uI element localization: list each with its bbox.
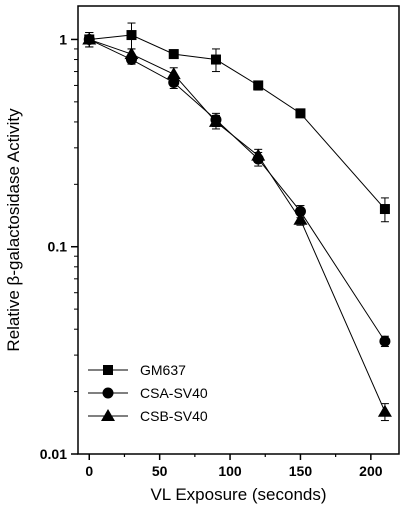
x-tick-label: 200 xyxy=(359,463,383,479)
data-point xyxy=(124,47,139,60)
data-point xyxy=(253,80,264,91)
data-point xyxy=(208,114,223,127)
plot-frame xyxy=(77,5,400,455)
series-triangle xyxy=(82,32,392,422)
x-tick-label: 50 xyxy=(152,463,168,479)
y-tick-label: 1 xyxy=(59,31,67,47)
data-point xyxy=(251,148,266,161)
data-point xyxy=(295,108,306,119)
y-tick-label: 0.01 xyxy=(40,446,67,462)
legend-label: GM637 xyxy=(140,362,186,378)
series-line xyxy=(89,38,386,412)
data-point xyxy=(379,335,391,347)
legend-label: CSB-SV40 xyxy=(140,408,208,424)
legend-marker xyxy=(103,365,113,375)
legend-item: CSB-SV40 xyxy=(88,408,208,424)
series-layer xyxy=(82,22,392,422)
legend-item: CSA-SV40 xyxy=(88,385,208,401)
y-axis-title: Relative β-galactosidase Activity xyxy=(4,108,23,352)
data-point xyxy=(377,404,392,417)
data-point xyxy=(166,67,181,80)
data-point xyxy=(293,212,308,225)
data-point xyxy=(168,76,180,88)
data-point xyxy=(126,30,137,41)
x-tick-label: 0 xyxy=(85,463,93,479)
x-tick-label: 100 xyxy=(218,463,242,479)
series-circle xyxy=(83,32,391,348)
axes: 0 50 100 150 200 0.01 0.1 1 xyxy=(40,5,400,479)
data-point xyxy=(210,54,221,65)
data-point xyxy=(379,204,390,215)
legend-marker xyxy=(101,409,115,421)
legend-label: CSA-SV40 xyxy=(140,385,208,401)
legend: GM637 CSA-SV40 CSB-SV40 xyxy=(88,362,208,424)
data-point xyxy=(168,49,179,60)
x-tick-label: 150 xyxy=(289,463,313,479)
legend-marker xyxy=(102,387,114,399)
data-point xyxy=(82,32,97,45)
legend-item: GM637 xyxy=(88,362,186,378)
series-line xyxy=(89,38,386,342)
series-square xyxy=(84,22,390,223)
y-tick-label: 0.1 xyxy=(48,239,68,255)
x-axis-title: VL Exposure (seconds) xyxy=(150,485,326,504)
